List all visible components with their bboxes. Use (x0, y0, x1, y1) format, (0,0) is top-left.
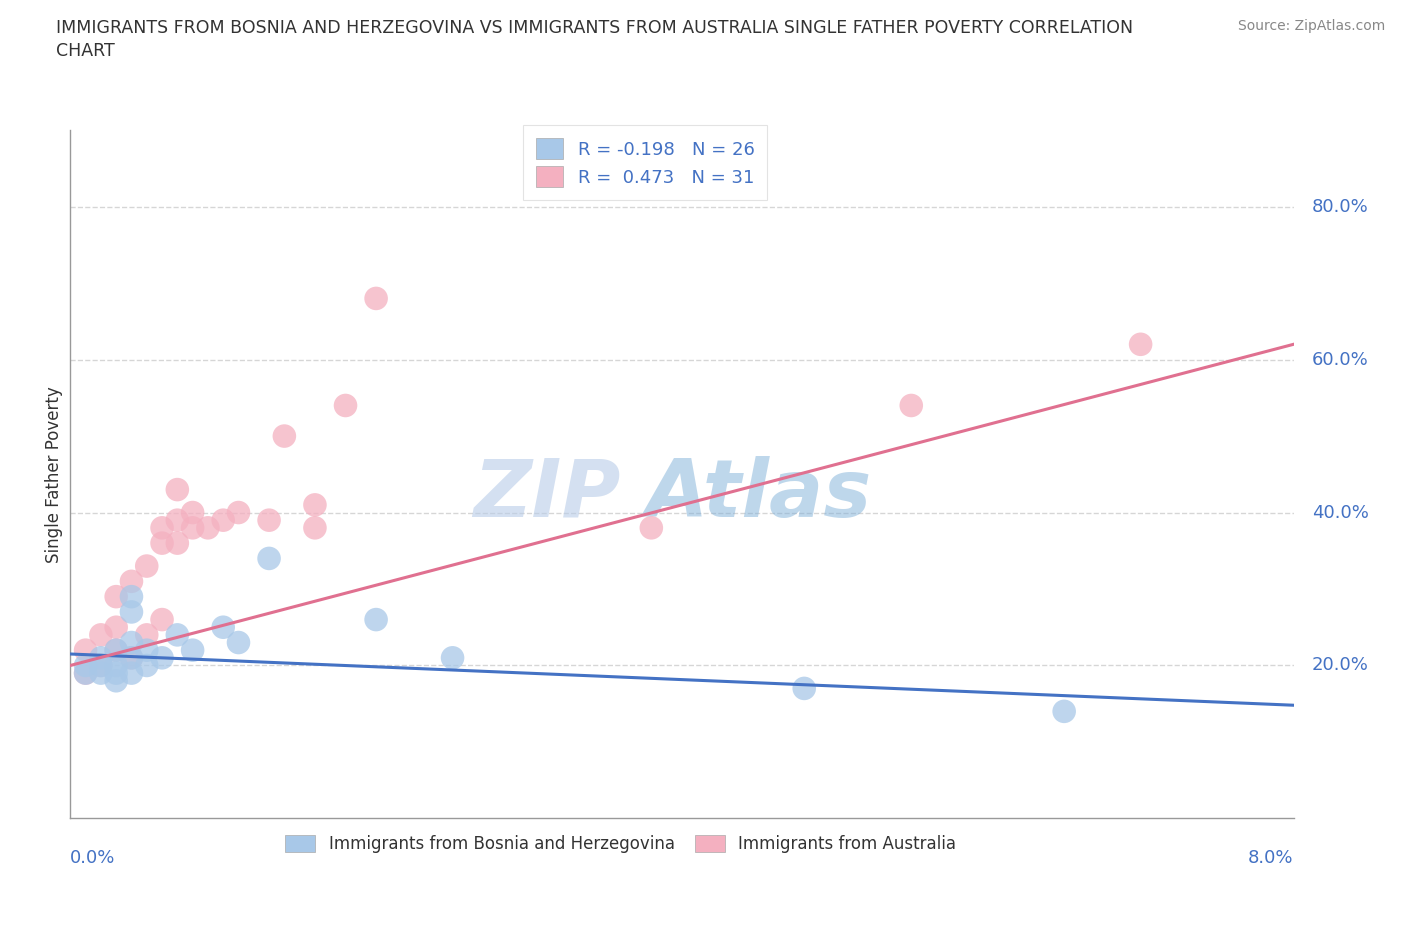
Point (257, 512, 280, 527)
Text: 20.0%: 20.0% (1312, 657, 1369, 674)
Y-axis label: Single Father Poverty: Single Father Poverty (45, 386, 63, 563)
Point (335, 398, 357, 413)
Point (304, 498, 326, 512)
Point (900, 398, 922, 413)
Point (105, 673, 128, 688)
Point (105, 619, 128, 634)
Point (181, 505, 204, 520)
Point (150, 650, 173, 665)
Point (121, 650, 143, 665)
Point (121, 590, 143, 604)
Point (90, 628, 112, 643)
Point (105, 666, 128, 681)
Point (121, 666, 143, 681)
Text: Atlas: Atlas (645, 456, 872, 534)
Point (181, 643, 204, 658)
Point (135, 658, 157, 673)
Point (75, 666, 97, 681)
Point (257, 551, 280, 565)
Text: 60.0%: 60.0% (1312, 351, 1368, 368)
Point (212, 619, 235, 634)
Point (228, 505, 250, 520)
Point (105, 643, 128, 658)
Point (197, 521, 219, 536)
Point (121, 574, 143, 589)
Point (75, 666, 97, 681)
Point (135, 628, 157, 643)
Point (181, 521, 204, 536)
Point (640, 521, 662, 536)
Point (304, 521, 326, 536)
Point (150, 536, 173, 551)
Point (166, 482, 188, 497)
Point (150, 612, 173, 627)
Point (121, 650, 143, 665)
Text: Source: ZipAtlas.com: Source: ZipAtlas.com (1237, 19, 1385, 33)
Point (441, 650, 464, 665)
Point (90, 666, 112, 681)
Text: IMMIGRANTS FROM BOSNIA AND HERZEGOVINA VS IMMIGRANTS FROM AUSTRALIA SINGLE FATHE: IMMIGRANTS FROM BOSNIA AND HERZEGOVINA V… (56, 19, 1133, 60)
Point (105, 590, 128, 604)
Point (135, 559, 157, 574)
Point (212, 512, 235, 527)
Point (121, 604, 143, 619)
Point (135, 643, 157, 658)
Text: 40.0%: 40.0% (1312, 503, 1369, 522)
Point (1053, 704, 1076, 719)
Point (166, 512, 188, 527)
Point (166, 536, 188, 551)
Point (1129, 337, 1152, 352)
Point (366, 612, 388, 627)
Point (105, 643, 128, 658)
Point (793, 681, 815, 696)
Point (90, 658, 112, 673)
Point (75, 643, 97, 658)
Point (166, 628, 188, 643)
Point (90, 658, 112, 673)
Text: 0.0%: 0.0% (70, 849, 115, 868)
Point (121, 635, 143, 650)
Text: 8.0%: 8.0% (1249, 849, 1294, 868)
Point (75, 658, 97, 673)
Point (90, 650, 112, 665)
Legend: Immigrants from Bosnia and Herzegovina, Immigrants from Australia: Immigrants from Bosnia and Herzegovina, … (277, 827, 965, 862)
Text: ZIP: ZIP (474, 456, 621, 534)
Point (105, 658, 128, 673)
Point (366, 291, 388, 306)
Point (273, 429, 295, 444)
Point (150, 521, 173, 536)
Text: 80.0%: 80.0% (1312, 198, 1368, 216)
Point (228, 635, 250, 650)
